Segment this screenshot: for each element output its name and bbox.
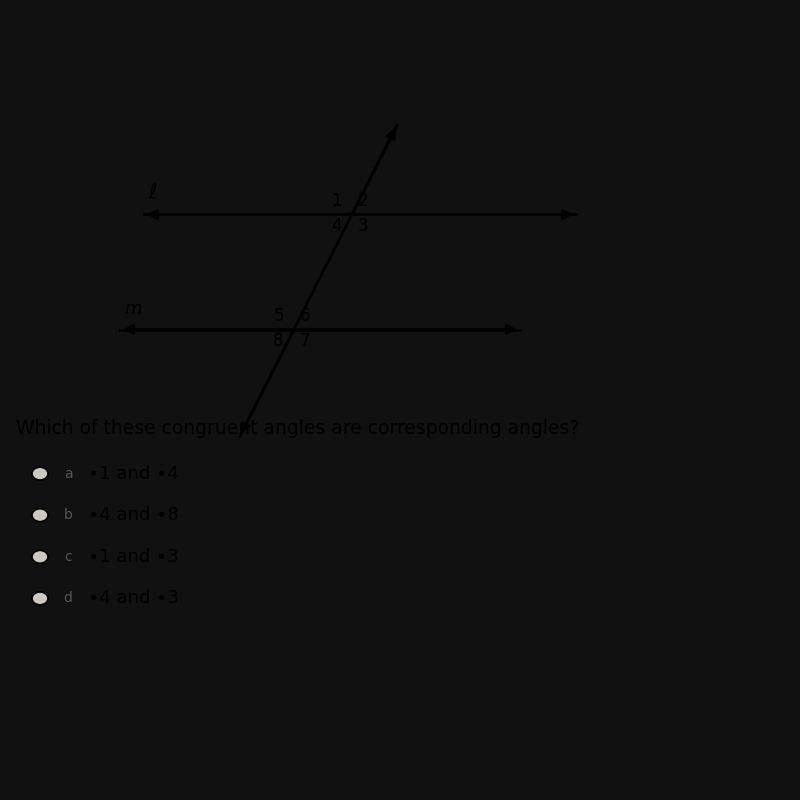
Text: Which of these congruent angles are corresponding angles?: Which of these congruent angles are corr… (16, 419, 579, 438)
Text: ∙1 and ∙4: ∙1 and ∙4 (88, 465, 178, 482)
Text: 7: 7 (300, 332, 310, 350)
Text: 6: 6 (300, 306, 310, 325)
Text: ℓ: ℓ (148, 183, 157, 203)
Text: ∙4 and ∙8: ∙4 and ∙8 (88, 506, 178, 524)
Text: d: d (63, 591, 73, 606)
Text: m: m (124, 300, 142, 318)
Text: 8: 8 (274, 332, 284, 350)
Circle shape (32, 467, 48, 480)
Text: b: b (63, 508, 73, 522)
Text: ∙4 and ∙3: ∙4 and ∙3 (88, 590, 179, 607)
Circle shape (32, 550, 48, 563)
Circle shape (32, 592, 48, 605)
Text: a: a (64, 466, 72, 481)
Text: ∙1 and ∙3: ∙1 and ∙3 (88, 548, 178, 566)
Text: 1: 1 (331, 191, 342, 210)
Circle shape (32, 509, 48, 522)
Text: 5: 5 (274, 306, 284, 325)
Text: 4: 4 (331, 217, 342, 235)
Text: 2: 2 (358, 191, 369, 210)
Text: 3: 3 (358, 217, 369, 235)
Text: c: c (64, 550, 72, 564)
